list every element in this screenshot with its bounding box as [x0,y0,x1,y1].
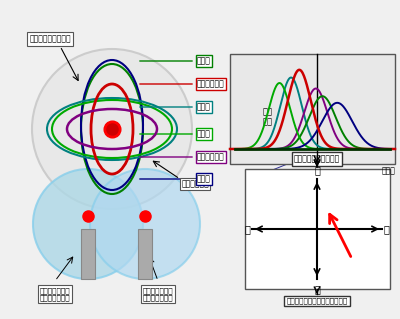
Bar [81,229,95,279]
Text: 南: 南 [314,284,320,294]
Text: 西: 西 [244,224,250,234]
Bar [138,229,152,279]
Text: 北方向: 北方向 [197,56,211,65]
Text: 東方向: 東方向 [197,102,211,112]
Text: 南方向: 南方向 [197,174,211,183]
Text: 離陸機の経路: 離陸機の経路 [181,180,209,189]
Text: 一時刻: 一時刻 [381,166,395,175]
Bar [245,169,390,289]
Circle shape [90,169,200,279]
Text: 東側滑走路装置
のカバーエリア: 東側滑走路装置 のカバーエリア [143,287,173,301]
Text: 航空機通過方向の解析: 航空機通過方向の解析 [294,154,340,164]
Text: 北: 北 [314,165,320,175]
Text: 東: 東 [384,224,390,234]
Circle shape [33,169,143,279]
Text: 西方向: 西方向 [197,130,211,138]
Text: 真上（南北）: 真上（南北） [197,79,225,88]
Text: 西側滑走路装置
のカバーエリア: 西側滑走路装置 のカバーエリア [40,287,70,301]
Bar [230,54,395,164]
Text: 真上（東西）: 真上（東西） [197,152,225,161]
Text: アンテナ群の指向性: アンテナ群の指向性 [29,34,71,43]
Text: 使用滑走路／着陸線の別の判定: 使用滑走路／着陸線の別の判定 [286,298,348,304]
Text: 電界
強度: 電界 強度 [263,107,273,127]
Ellipse shape [32,49,192,209]
